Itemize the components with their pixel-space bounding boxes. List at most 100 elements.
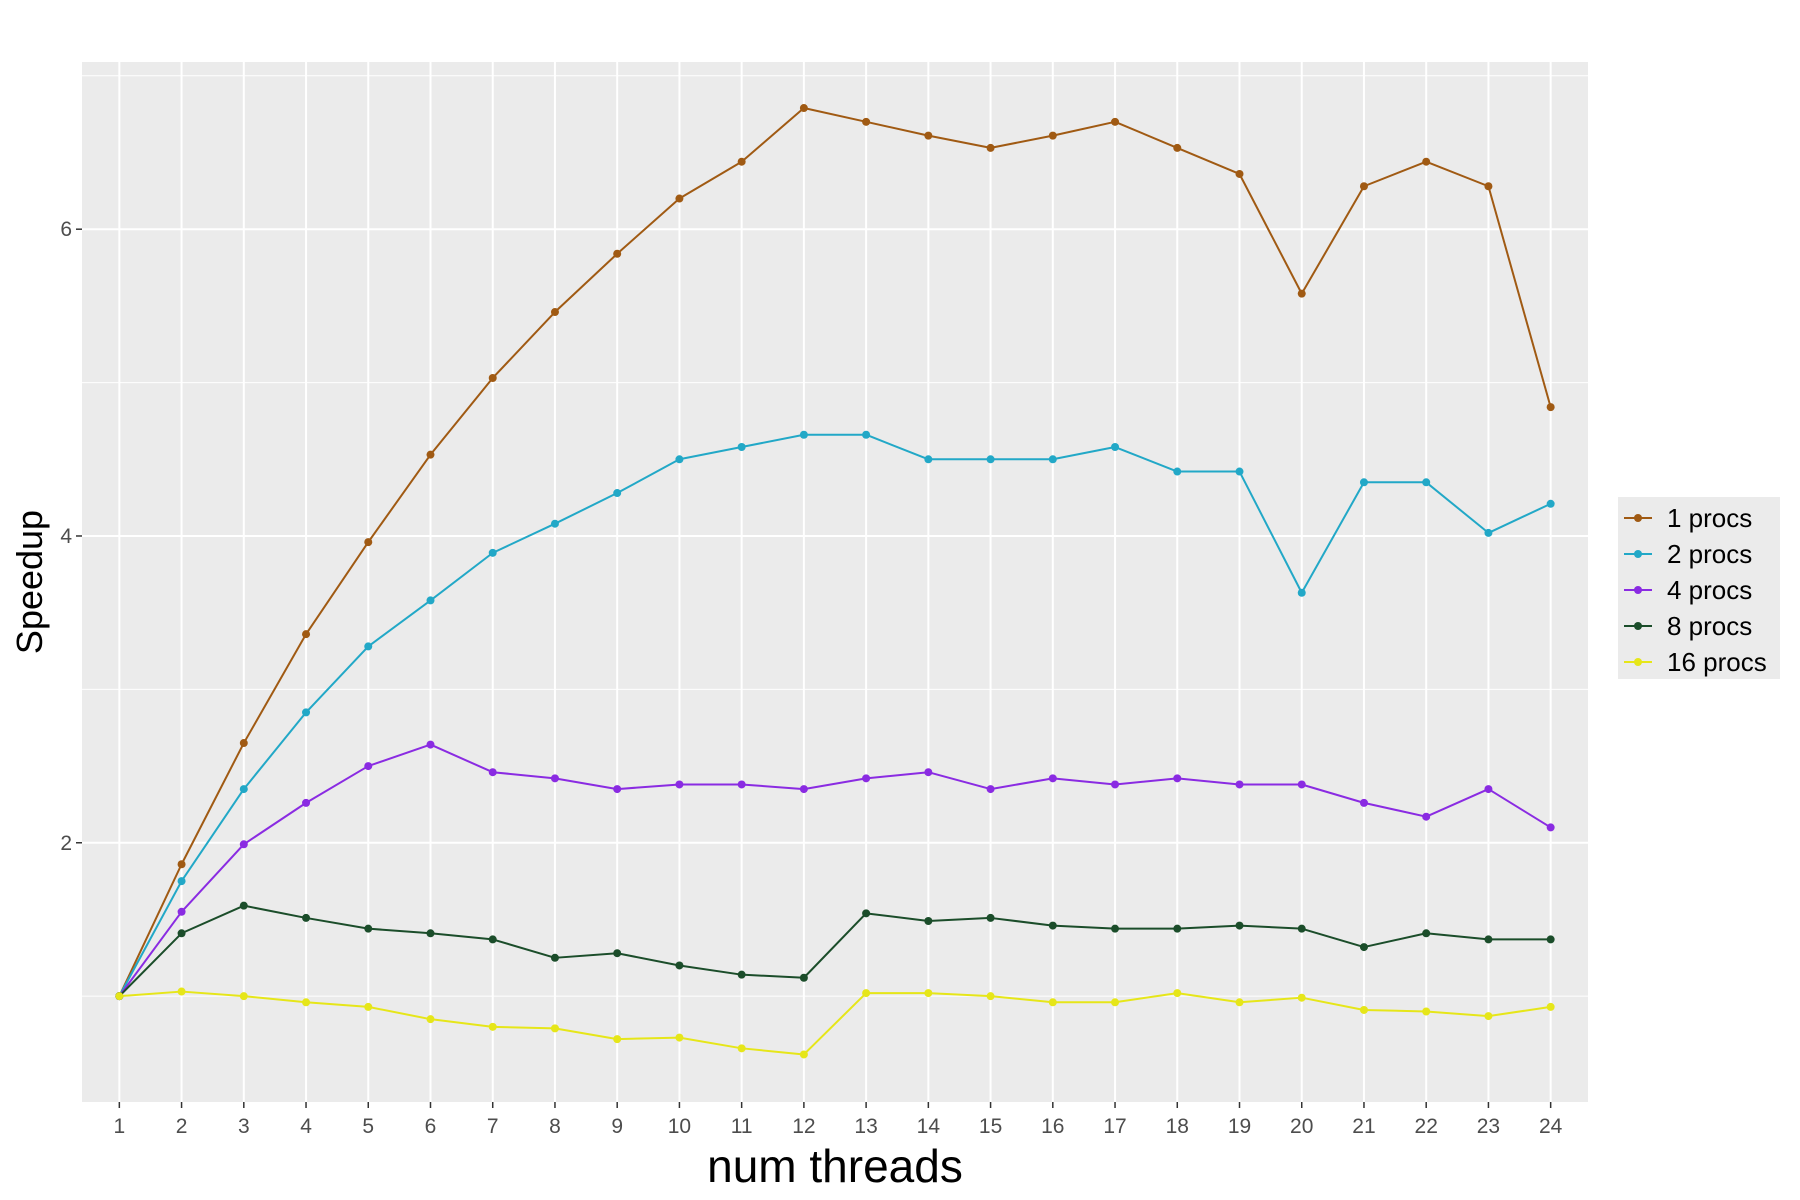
data-point [1297, 289, 1306, 298]
data-point [1546, 935, 1555, 944]
x-tick-label: 24 [1539, 1115, 1563, 1138]
data-point [177, 877, 186, 886]
series-line [118, 743, 1552, 997]
legend-item: 4 procs [1624, 575, 1752, 605]
data-point [1359, 943, 1368, 952]
data-point [1546, 403, 1555, 412]
data-point [177, 907, 186, 916]
data-point [1297, 924, 1306, 933]
series-line [119, 990, 1551, 1056]
legend-key-point [1634, 514, 1642, 522]
x-tick-label: 4 [300, 1115, 312, 1138]
legend-key-point [1634, 658, 1642, 666]
data-point [177, 860, 186, 869]
data-point [302, 630, 311, 639]
x-tick-label: 7 [487, 1115, 499, 1138]
legend-item: 16 procs [1624, 647, 1767, 677]
data-point [924, 131, 933, 140]
series-line [118, 107, 1552, 997]
data-point [1111, 998, 1120, 1007]
data-point [862, 774, 871, 783]
legend-key-point [1634, 622, 1642, 630]
data-point [426, 740, 435, 749]
y-tick-label: 4 [60, 525, 72, 548]
data-point [1546, 499, 1555, 508]
data-point [426, 1015, 435, 1024]
data-point [426, 929, 435, 938]
data-point [862, 430, 871, 439]
data-point [488, 768, 497, 777]
data-point [1235, 169, 1244, 178]
x-tick-label: 17 [1103, 1115, 1126, 1138]
x-tick-label: 5 [362, 1115, 374, 1138]
legend-background [1618, 497, 1780, 679]
x-tick-label: 15 [979, 1115, 1002, 1138]
data-point [302, 913, 311, 922]
data-point [986, 785, 995, 794]
x-tick-label: 20 [1290, 1115, 1313, 1138]
data-point [1048, 455, 1057, 464]
data-point [737, 780, 746, 789]
data-point [1111, 117, 1120, 126]
data-point [737, 443, 746, 452]
data-point [239, 992, 248, 1001]
data-point [426, 596, 435, 605]
data-point [1422, 1007, 1431, 1016]
legend-item: 2 procs [1624, 539, 1752, 569]
plot-panel [82, 62, 1588, 1102]
legend-item: 1 procs [1624, 503, 1752, 533]
data-point [675, 455, 684, 464]
x-tick-label: 22 [1415, 1115, 1438, 1138]
data-point [1173, 989, 1182, 998]
data-point [1111, 780, 1120, 789]
data-point [1173, 467, 1182, 476]
data-point [1235, 467, 1244, 476]
x-axis-ticks: 1 2 3 4 5 6 7 8 9 10 11 12 13 14 15 16 17 18 19 20 21 22 23 24 [113, 1102, 1563, 1138]
data-point [1297, 993, 1306, 1002]
data-point [1111, 443, 1120, 452]
data-point [737, 1044, 746, 1053]
x-tick-label: 3 [238, 1115, 250, 1138]
data-point [862, 909, 871, 918]
data-point [364, 762, 373, 771]
data-point [737, 157, 746, 166]
data-point [1484, 935, 1493, 944]
data-point [613, 785, 622, 794]
x-tick-label: 9 [611, 1115, 623, 1138]
x-tick-label: 21 [1352, 1115, 1375, 1138]
x-tick-label: 8 [549, 1115, 561, 1138]
data-point [302, 998, 311, 1007]
data-point [924, 455, 933, 464]
x-tick-label: 18 [1166, 1115, 1189, 1138]
data-point [550, 774, 559, 783]
data-point [1546, 1002, 1555, 1011]
data-point [1359, 478, 1368, 487]
data-point [924, 989, 933, 998]
data-point [1422, 157, 1431, 166]
data-point [426, 450, 435, 459]
data-point [1484, 182, 1493, 191]
data-point [986, 913, 995, 922]
series-layer [115, 104, 1555, 1059]
data-point [488, 548, 497, 557]
data-point [1484, 528, 1493, 537]
data-point [737, 970, 746, 979]
y-axis-ticks: 2 4 6 [60, 218, 82, 855]
data-point [488, 373, 497, 382]
data-point [1048, 998, 1057, 1007]
x-tick-label: 1 [113, 1115, 125, 1138]
data-point [675, 194, 684, 203]
data-point [1422, 929, 1431, 938]
data-point [1484, 1012, 1493, 1021]
data-point [550, 519, 559, 528]
legend-label: 4 procs [1667, 575, 1752, 605]
data-point [613, 1035, 622, 1044]
legend-label: 8 procs [1667, 611, 1752, 641]
data-point [613, 249, 622, 258]
x-tick-label: 2 [176, 1115, 188, 1138]
data-point [302, 798, 311, 807]
data-point [1048, 921, 1057, 930]
series-2 [115, 740, 1555, 1001]
x-tick-label: 11 [731, 1115, 753, 1138]
series-line [118, 904, 1551, 997]
